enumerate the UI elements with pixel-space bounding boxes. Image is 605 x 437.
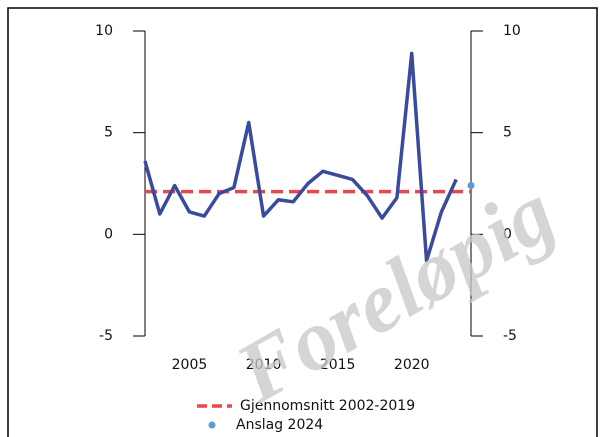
series-line (143, 51, 458, 263)
y-tick-label: 0 (104, 226, 113, 242)
x-tick-label: 2010 (246, 357, 282, 373)
x-tick-label: 2005 (172, 357, 208, 373)
y-tick-label: 5 (104, 125, 113, 141)
plot: -5 0 5 10 -5 0 5 10 2005 2010 2015 2020 Gjennomsnitt… (95, 23, 521, 433)
legend-label: Gjennomsnitt 2002-2019 (240, 398, 415, 414)
y2-tick-label: 10 (503, 23, 521, 39)
frame (7, 7, 598, 437)
legend-label: Anslag 2024 (236, 417, 323, 433)
y2-tick-label: -5 (503, 328, 517, 344)
y2-tick-label: 5 (503, 125, 512, 141)
legend-dot (208, 421, 216, 429)
y-tick-label: -5 (99, 328, 113, 344)
x-tick-label: 2020 (394, 357, 430, 373)
y2-tick-label: 0 (503, 226, 512, 242)
y-tick-label: 10 (95, 23, 113, 39)
x-tick-label: 2015 (320, 357, 356, 373)
estimate-point (467, 182, 475, 190)
